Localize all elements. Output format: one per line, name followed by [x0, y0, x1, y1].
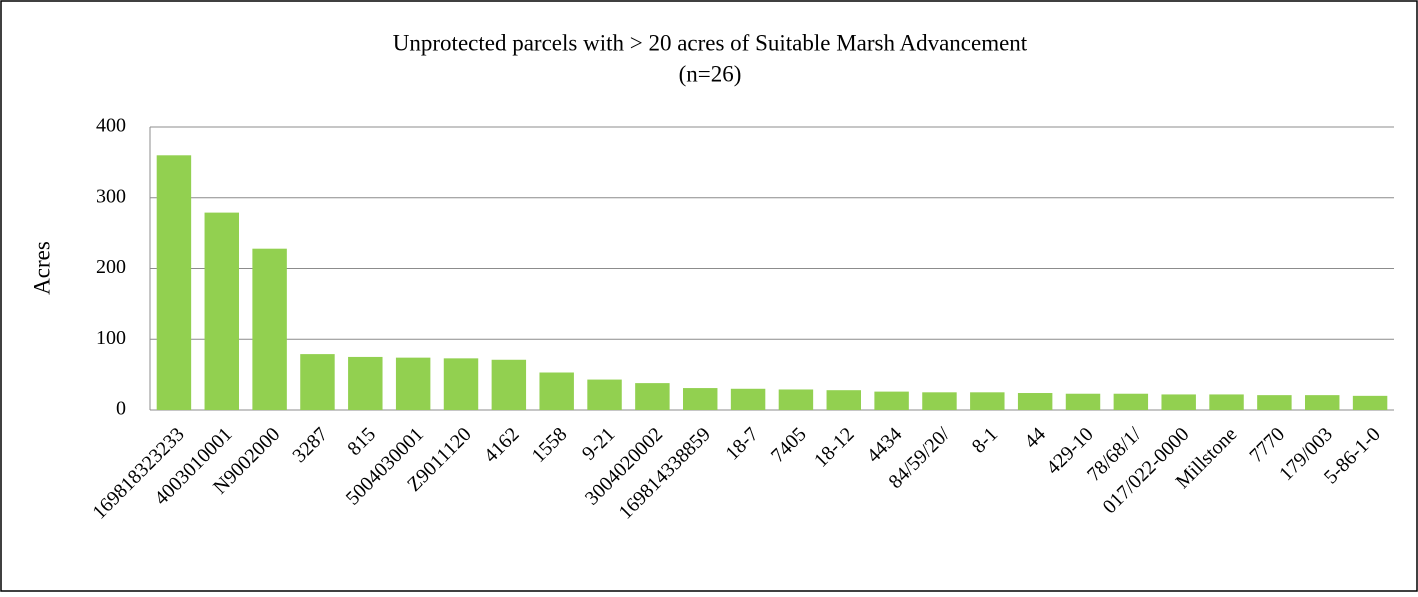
y-tick-label: 200	[96, 256, 126, 278]
chart-title: Unprotected parcels with > 20 acres of S…	[393, 30, 1028, 55]
bar	[1065, 393, 1101, 410]
bar	[300, 354, 335, 410]
bar	[635, 383, 670, 410]
bar	[587, 379, 622, 410]
y-tick-label: 100	[96, 327, 126, 349]
bar	[395, 357, 431, 410]
bar	[970, 392, 1005, 410]
bar	[204, 212, 239, 410]
bar	[778, 389, 814, 410]
y-tick-label: 0	[116, 398, 126, 420]
bar	[1352, 395, 1388, 410]
bar	[730, 388, 766, 410]
bar	[1305, 395, 1340, 410]
bar	[156, 155, 192, 410]
bar	[1209, 394, 1244, 410]
bar	[826, 390, 861, 410]
bar	[922, 392, 957, 410]
y-tick-label: 400	[96, 115, 126, 137]
bar	[443, 358, 479, 410]
bar	[1113, 393, 1149, 410]
bar	[1017, 393, 1053, 410]
chart-subtitle: (n=26)	[679, 61, 742, 86]
bar	[539, 372, 574, 410]
bar	[491, 359, 527, 410]
bar	[683, 388, 718, 410]
y-axis-label: Acres	[29, 241, 54, 295]
bar	[1161, 394, 1196, 410]
y-tick-label: 300	[96, 185, 126, 207]
bar	[874, 391, 909, 410]
bar	[1257, 395, 1292, 410]
bar	[252, 248, 287, 410]
bar	[348, 356, 383, 410]
